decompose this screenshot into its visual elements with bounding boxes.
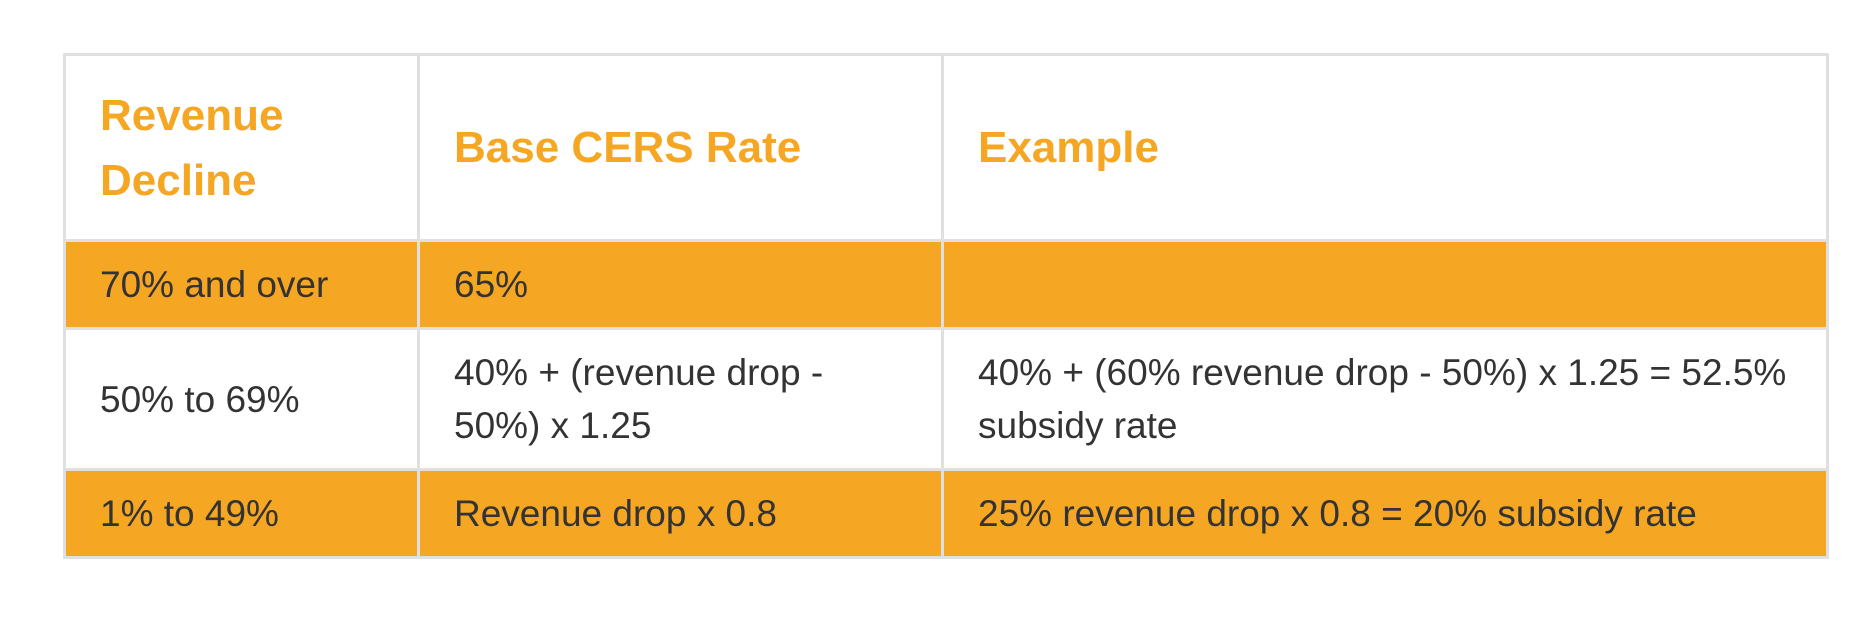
cers-rate-table: Revenue Decline Base CERS Rate Example 7… xyxy=(63,53,1829,559)
cell-base-cers-rate: Revenue drop x 0.8 xyxy=(417,468,944,559)
table-header-row: Revenue Decline Base CERS Rate Example xyxy=(63,53,1829,242)
cell-base-cers-rate: 40% + (revenue drop - 50%) x 1.25 xyxy=(417,327,944,471)
cell-revenue-decline: 70% and over xyxy=(63,239,420,330)
cers-rate-table-container: Revenue Decline Base CERS Rate Example 7… xyxy=(63,53,1829,559)
header-base-cers-rate: Base CERS Rate xyxy=(417,53,944,242)
table-row: 50% to 69% 40% + (revenue drop - 50%) x … xyxy=(63,327,1829,471)
cell-example: 40% + (60% revenue drop - 50%) x 1.25 = … xyxy=(941,327,1829,471)
cell-revenue-decline: 1% to 49% xyxy=(63,468,420,559)
cell-base-cers-rate: 65% xyxy=(417,239,944,330)
cell-revenue-decline: 50% to 69% xyxy=(63,327,420,471)
cell-example: 25% revenue drop x 0.8 = 20% subsidy rat… xyxy=(941,468,1829,559)
table-row: 1% to 49% Revenue drop x 0.8 25% revenue… xyxy=(63,468,1829,559)
header-revenue-decline: Revenue Decline xyxy=(63,53,420,242)
cell-example xyxy=(941,239,1829,330)
table-row: 70% and over 65% xyxy=(63,239,1829,330)
header-example: Example xyxy=(941,53,1829,242)
